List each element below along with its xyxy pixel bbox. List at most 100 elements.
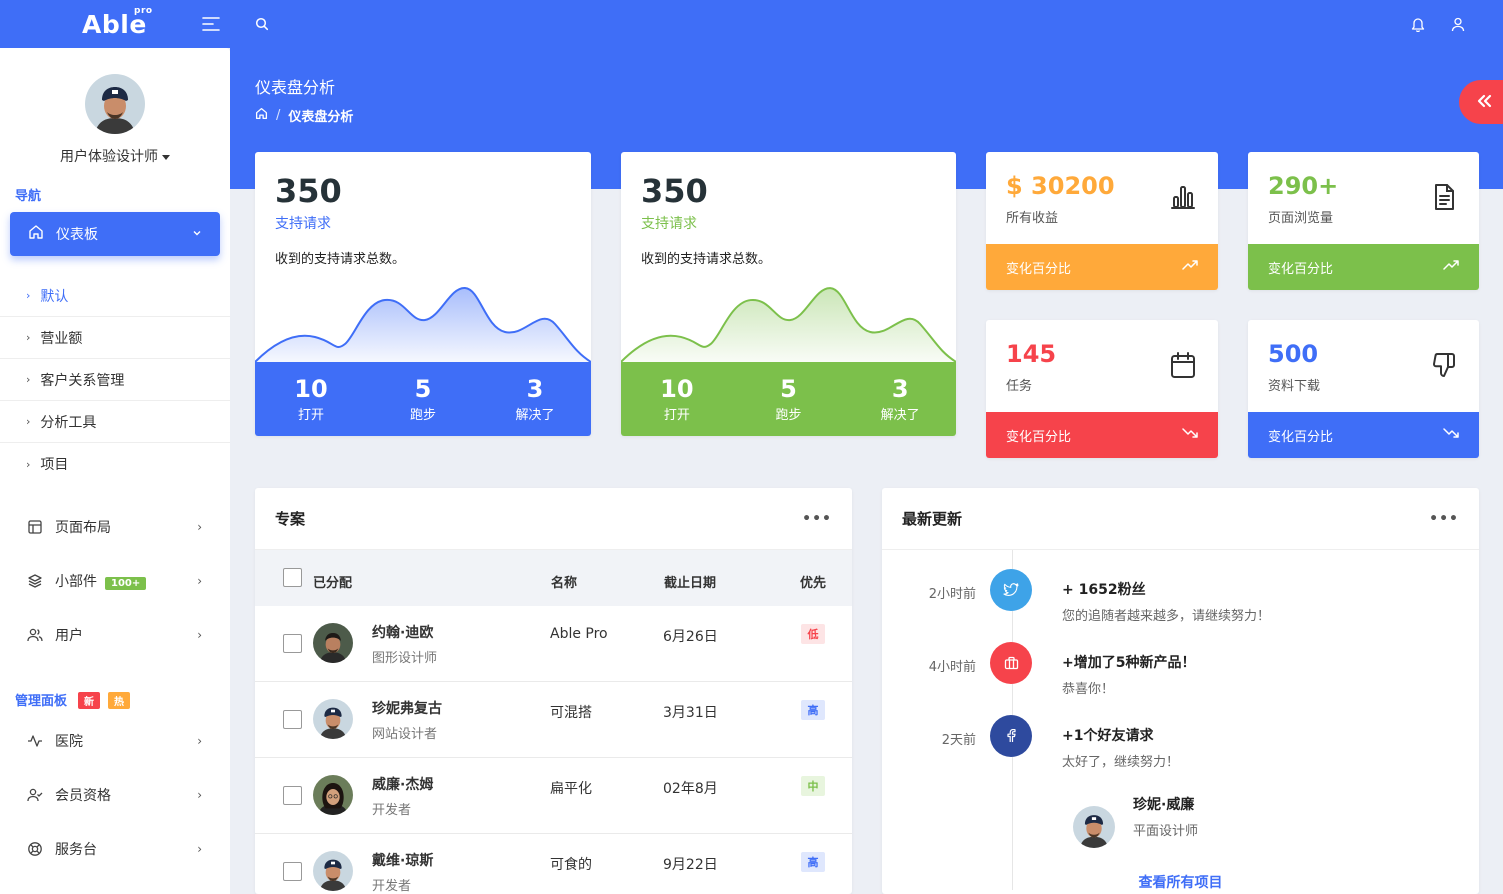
view-all-link[interactable]: 查看所有项目 (1138, 875, 1223, 891)
top-bar (0, 0, 1503, 48)
page-title: 仪表盘分析 (255, 78, 336, 97)
assignee-name: 威廉·杰姆 (372, 777, 434, 793)
downloads-footer: 变化百分比 (1248, 412, 1479, 458)
brand-logo[interactable]: Able pro (82, 6, 152, 39)
menu-item-label: 页面布局 (55, 520, 111, 536)
chevrons-left-icon (1476, 92, 1492, 113)
facebook-icon (990, 715, 1032, 757)
avatar (313, 775, 353, 815)
chevron-down-icon (192, 226, 202, 242)
sub-item-crm[interactable]: › 客户关系管理 (0, 359, 230, 401)
logo-text: Able (82, 10, 147, 39)
priority-badge: 中 (801, 776, 825, 796)
avatar (313, 699, 353, 739)
nav-section-title: 导航 (15, 189, 42, 204)
assignee-name: 戴维·琼斯 (372, 853, 434, 869)
stat-solved: 3 解决了 (479, 362, 591, 436)
trending-up-icon (1182, 259, 1198, 275)
user-role-dropdown[interactable]: 用户体验设计师 (0, 146, 230, 166)
stat-value: 3 (526, 375, 544, 403)
page-views-footer: 变化百分比 (1248, 244, 1479, 290)
row-checkbox[interactable] (283, 786, 302, 805)
calendar-icon (1168, 350, 1198, 380)
page-views-card: 290+ 页面浏览量 变化百分比 (1248, 152, 1479, 290)
activity-icon (26, 732, 44, 750)
stat-label: 跑步 (775, 408, 802, 423)
row-checkbox[interactable] (283, 634, 302, 653)
stat-solved: 3 解决了 (844, 362, 956, 436)
sub-item-revenue[interactable]: › 营业额 (0, 317, 230, 359)
updates-title: 最新更新 (902, 510, 963, 528)
menu-item-hospital[interactable]: 医院 › (0, 721, 230, 761)
more-horizontal-icon[interactable]: ••• (802, 510, 832, 527)
home-icon[interactable] (255, 107, 268, 124)
stat-label: 打开 (297, 408, 324, 423)
priority-badge: 低 (801, 624, 825, 644)
stat-value: 5 (780, 375, 797, 403)
avatar[interactable] (1073, 806, 1115, 848)
trending-up-icon (1443, 259, 1459, 275)
column-priority: 优先 (800, 576, 827, 591)
sub-item-project[interactable]: › 项目 (0, 443, 230, 485)
user-avatar[interactable] (85, 74, 145, 134)
menu-item-layout[interactable]: 页面布局 › (0, 507, 230, 547)
sidebar: 用户体验设计师 导航 仪表板 › 默认 › 营业额 › 客户关系管理 › 分析工… (0, 48, 230, 894)
sub-item-default[interactable]: › 默认 (0, 275, 230, 317)
search-icon[interactable] (252, 14, 272, 34)
revenue-footer: 变化百分比 (986, 244, 1218, 290)
menu-item-users[interactable]: 用户 › (0, 615, 230, 655)
support-stats-bar: 10 打开 5 跑步 3 解决了 (621, 362, 956, 436)
nav-item-dashboard-label: 仪表板 (56, 227, 98, 243)
row-checkbox[interactable] (283, 710, 302, 729)
timeline-desc: 恭喜你！ (1062, 682, 1115, 697)
assignee-name: 约翰·迪欧 (372, 625, 434, 641)
column-assigned: 已分配 (313, 576, 353, 591)
select-all-checkbox[interactable] (283, 568, 302, 587)
trending-down-icon (1443, 427, 1459, 443)
nav-item-dashboard[interactable]: 仪表板 (10, 212, 220, 256)
timeline-time: 4小时前 (928, 660, 976, 675)
sub-item-label: 营业额 (40, 330, 83, 347)
friend-name: 珍妮·威廉 (1133, 797, 1195, 813)
customizer-toggle-button[interactable] (1459, 80, 1503, 124)
tasks-caption: 任务 (1006, 379, 1033, 394)
timeline-title: +1个好友请求 (1062, 728, 1154, 744)
user-icon[interactable] (1448, 14, 1468, 34)
timeline-desc: 太好了，继续努力！ (1062, 755, 1180, 770)
bar-chart-icon (1168, 182, 1198, 212)
breadcrumb-current[interactable]: 仪表盘分析 (288, 110, 354, 125)
revenue-caption: 所有收益 (1006, 211, 1059, 226)
chevron-right-icon: › (197, 520, 202, 534)
menu-item-helpdesk[interactable]: 服务台 › (0, 829, 230, 869)
menu-item-label: 小部件 (55, 574, 97, 590)
stat-value: 3 (891, 375, 909, 403)
bell-icon[interactable] (1408, 14, 1428, 34)
project-name: 可混搭 (550, 705, 592, 721)
thumbs-down-icon (1429, 350, 1459, 380)
sub-item-analytics[interactable]: › 分析工具 (0, 401, 230, 443)
row-checkbox[interactable] (283, 862, 302, 881)
support-description: 收到的支持请求总数。 (275, 252, 406, 267)
support-area-chart (255, 286, 591, 363)
layers-icon (26, 572, 44, 590)
menu-item-widgets[interactable]: 小部件 100+ › (0, 561, 230, 601)
menu-toggle-icon[interactable] (201, 14, 221, 34)
admin-section-label: 管理面板 (15, 694, 68, 709)
chevron-right-icon: › (197, 842, 202, 856)
support-area-chart (621, 287, 956, 363)
breadcrumb-separator: / (276, 108, 281, 123)
caret-down-icon (162, 154, 170, 160)
sub-item-label: 项目 (40, 457, 69, 473)
projects-header: 专案 ••• (255, 488, 852, 550)
more-horizontal-icon[interactable]: ••• (1429, 510, 1459, 527)
stat-open: 10 打开 (255, 362, 367, 436)
assignee-name: 珍妮弗复古 (372, 701, 442, 717)
menu-item-membership[interactable]: 会员资格 › (0, 775, 230, 815)
admin-section-title: 管理面板新热 (15, 690, 131, 709)
stat-value: 10 (660, 375, 694, 403)
downloads-value: 500 (1268, 340, 1319, 368)
widget-count-badge: 100+ (105, 577, 147, 590)
support-subtitle: 支持请求 (641, 216, 697, 232)
assignee-role: 开发者 (372, 879, 412, 894)
timeline-title: +增加了5种新产品！ (1062, 655, 1196, 671)
